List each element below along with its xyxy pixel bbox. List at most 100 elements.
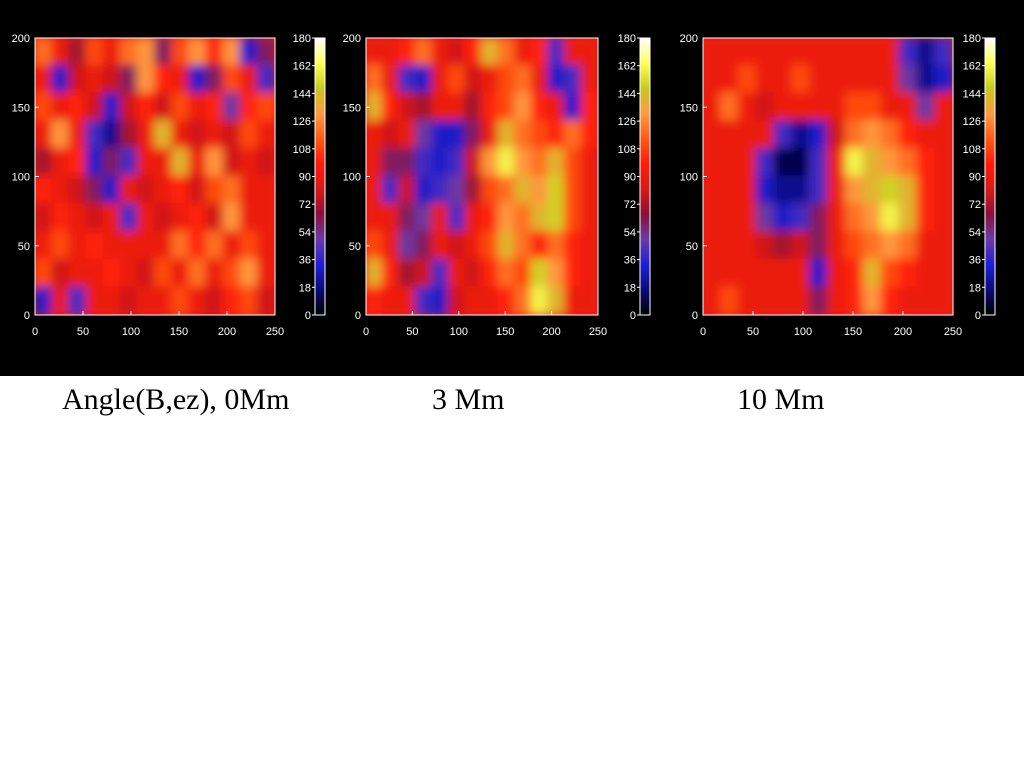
heatmap-cell <box>239 147 259 178</box>
heatmap-cell <box>719 147 740 178</box>
heatmap-cell <box>844 230 865 261</box>
heatmap-cell <box>464 175 483 206</box>
heatmap-cell <box>827 147 847 178</box>
colorbar-tick-label: 36 <box>969 255 981 267</box>
heatmap-cell <box>222 120 242 150</box>
heatmap-cell <box>205 175 225 206</box>
heatmap-cell <box>827 92 847 123</box>
heatmap-cell <box>898 38 919 67</box>
heatmap-cell <box>188 147 208 178</box>
colorbar-gradient <box>984 37 996 316</box>
heatmap-cell <box>205 258 225 289</box>
heatmap-cell <box>755 286 776 315</box>
heatmap-cell <box>563 92 583 123</box>
heatmap-cell <box>205 38 225 67</box>
heatmap-cell <box>563 203 583 233</box>
heatmap-cell <box>773 175 794 206</box>
heatmap-cell <box>703 258 722 289</box>
heatmap-cell <box>934 286 953 315</box>
heatmap-cell <box>35 147 54 178</box>
heatmap-cells <box>366 38 598 315</box>
heatmap-cell <box>447 175 467 206</box>
heatmap-cell <box>68 92 88 123</box>
heatmap-cell <box>755 258 776 289</box>
heatmap-cell <box>398 38 417 67</box>
heatmap-cell <box>898 286 919 315</box>
heatmap-cell <box>497 38 517 67</box>
heatmap-cell <box>791 92 812 123</box>
heatmap-cell <box>431 92 450 123</box>
heatmap-cell <box>119 203 139 233</box>
figure-panel-strip: 0 50 100 150 200 250 0 50 100 150 200 0 18 36 54 72 90 10… <box>0 0 1024 376</box>
heatmap-cell <box>431 230 450 261</box>
heatmap-cell <box>188 92 208 123</box>
heatmap-cell <box>703 92 722 123</box>
colorbar-tick-label: 108 <box>618 144 636 156</box>
heatmap-cell <box>514 64 533 95</box>
heatmap-cell <box>414 38 434 67</box>
heatmap-cell <box>102 258 122 289</box>
heatmap-cell <box>85 38 105 67</box>
heatmap-cell <box>481 64 500 95</box>
colorbar-tick-label: 144 <box>618 88 636 100</box>
heatmap-cell <box>35 230 54 261</box>
heatmap-cell <box>773 147 794 178</box>
heatmap-cell <box>755 38 776 67</box>
heatmap-cell <box>898 92 919 123</box>
heatmap-cell <box>366 64 384 95</box>
heatmap-cell <box>239 286 259 315</box>
heatmap-cell <box>51 258 71 289</box>
heatmap-cell <box>880 258 901 289</box>
heatmap-cell <box>809 203 829 233</box>
heatmap-cell <box>119 92 139 123</box>
heatmap-cell <box>68 175 88 206</box>
y-tick-label: 50 <box>686 241 698 253</box>
heatmap-cell <box>481 203 500 233</box>
heatmap-cell <box>154 286 174 315</box>
heatmap-cell <box>530 286 550 315</box>
heatmap-cell <box>464 120 483 150</box>
heatmap-cell <box>154 64 174 95</box>
heatmap-cell <box>719 258 740 289</box>
heatmap-cell <box>188 175 208 206</box>
heatmap-cell <box>844 286 865 315</box>
heatmap-cell <box>414 286 434 315</box>
heatmap-cell <box>916 203 937 233</box>
heatmap-cell <box>256 175 275 206</box>
heatmap-cell <box>737 286 758 315</box>
heatmap-cell <box>719 92 740 123</box>
colorbar-tick-label: 144 <box>293 88 311 100</box>
heatmap-cell <box>398 286 417 315</box>
y-tick-label: 0 <box>24 310 30 322</box>
colorbar-2: 0 18 36 54 72 90 108 126 144 162 180 <box>963 33 996 322</box>
x-tick-label: 250 <box>944 326 962 338</box>
heatmap-cell <box>514 120 533 150</box>
heatmap-cell <box>809 258 829 289</box>
heatmap-cell <box>431 258 450 289</box>
heatmap-cell <box>719 175 740 206</box>
heatmap-cell <box>381 120 401 150</box>
heatmap-cell <box>136 175 156 206</box>
heatmap-cell <box>844 175 865 206</box>
heatmap-cell <box>880 203 901 233</box>
colorbar-1: 0 18 36 54 72 90 108 126 144 162 180 <box>618 33 651 322</box>
heatmap-cell <box>898 203 919 233</box>
heatmap-cell <box>205 203 225 233</box>
heatmap-cell <box>703 230 722 261</box>
heatmap-cell <box>35 258 54 289</box>
heatmap-cell <box>381 230 401 261</box>
heatmap-cell <box>205 230 225 261</box>
colorbar-tick-label: 18 <box>624 282 636 294</box>
heatmap-cell <box>381 147 401 178</box>
heatmap-cell <box>530 258 550 289</box>
heatmap-cell <box>580 230 598 261</box>
heatmap-cell <box>154 258 174 289</box>
heatmap-cell <box>447 286 467 315</box>
heatmap-cell <box>916 286 937 315</box>
heatmap-cell <box>154 120 174 150</box>
y-tick-label: 200 <box>12 33 30 45</box>
heatmap-cell <box>222 258 242 289</box>
heatmap-cell <box>51 38 71 67</box>
heatmap-cell <box>916 92 937 123</box>
heatmap-cell <box>547 38 566 67</box>
